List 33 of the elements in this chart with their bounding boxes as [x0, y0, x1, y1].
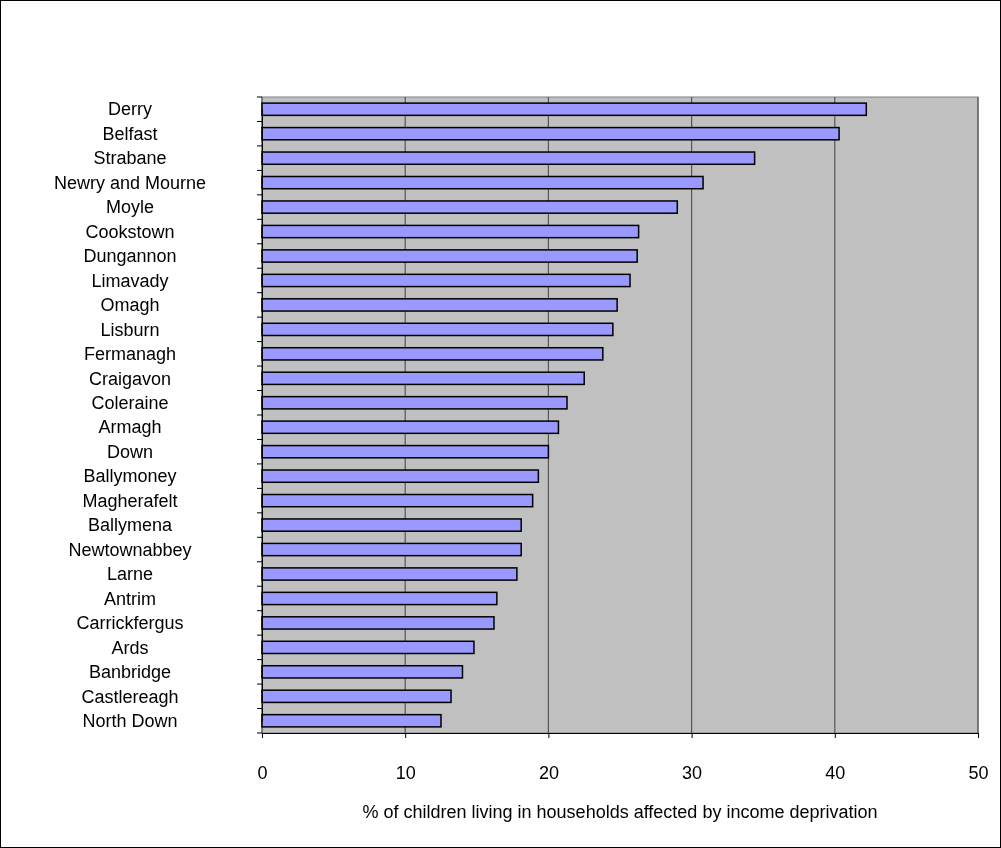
y-tick-label: Dungannon: [83, 246, 177, 267]
y-tick-label: Moyle: [105, 197, 155, 218]
y-tick-label: Coleraine: [91, 393, 169, 414]
y-tick-label: Ards: [111, 637, 149, 658]
y-tick-label: Strabane: [93, 148, 167, 169]
y-tick-label: Lisburn: [100, 319, 160, 340]
y-tick-label: Ballymoney: [83, 466, 177, 487]
y-tick-label: Armagh: [98, 417, 162, 438]
y-tick-label: Cookstown: [85, 221, 175, 242]
y-tick-label: North Down: [82, 711, 178, 732]
x-tick-label: 20: [538, 762, 559, 783]
y-tick-label: Fermanagh: [83, 344, 177, 365]
x-tick-label: 10: [395, 762, 416, 783]
y-tick-label: Antrim: [103, 588, 157, 609]
y-tick-label: Limavady: [91, 270, 169, 291]
y-tick-label: Banbridge: [88, 662, 172, 683]
y-tick-label: Magherafelt: [82, 490, 178, 511]
y-tick-label: Belfast: [102, 123, 158, 144]
y-tick-label: Carrickfergus: [76, 613, 184, 634]
y-tick-label: Derry: [108, 99, 152, 120]
y-tick-label: Down: [106, 441, 154, 462]
y-tick-label: Craigavon: [88, 368, 172, 389]
x-tick-label: 50: [968, 762, 989, 783]
y-tick-label: Newry and Mourne: [53, 172, 207, 193]
x-tick-label: 40: [825, 762, 846, 783]
x-tick-label: 0: [257, 762, 268, 783]
y-tick-label: Larne: [106, 564, 154, 585]
y-tick-label: Ballymena: [87, 515, 174, 536]
x-tick-label: 30: [682, 762, 703, 783]
x-axis-title: % of children living in households affected by income deprivation: [362, 802, 878, 822]
y-tick-label: Omagh: [100, 295, 160, 316]
y-tick-label: Castlereagh: [81, 686, 179, 707]
y-tick-label: Newtownabbey: [68, 539, 192, 560]
